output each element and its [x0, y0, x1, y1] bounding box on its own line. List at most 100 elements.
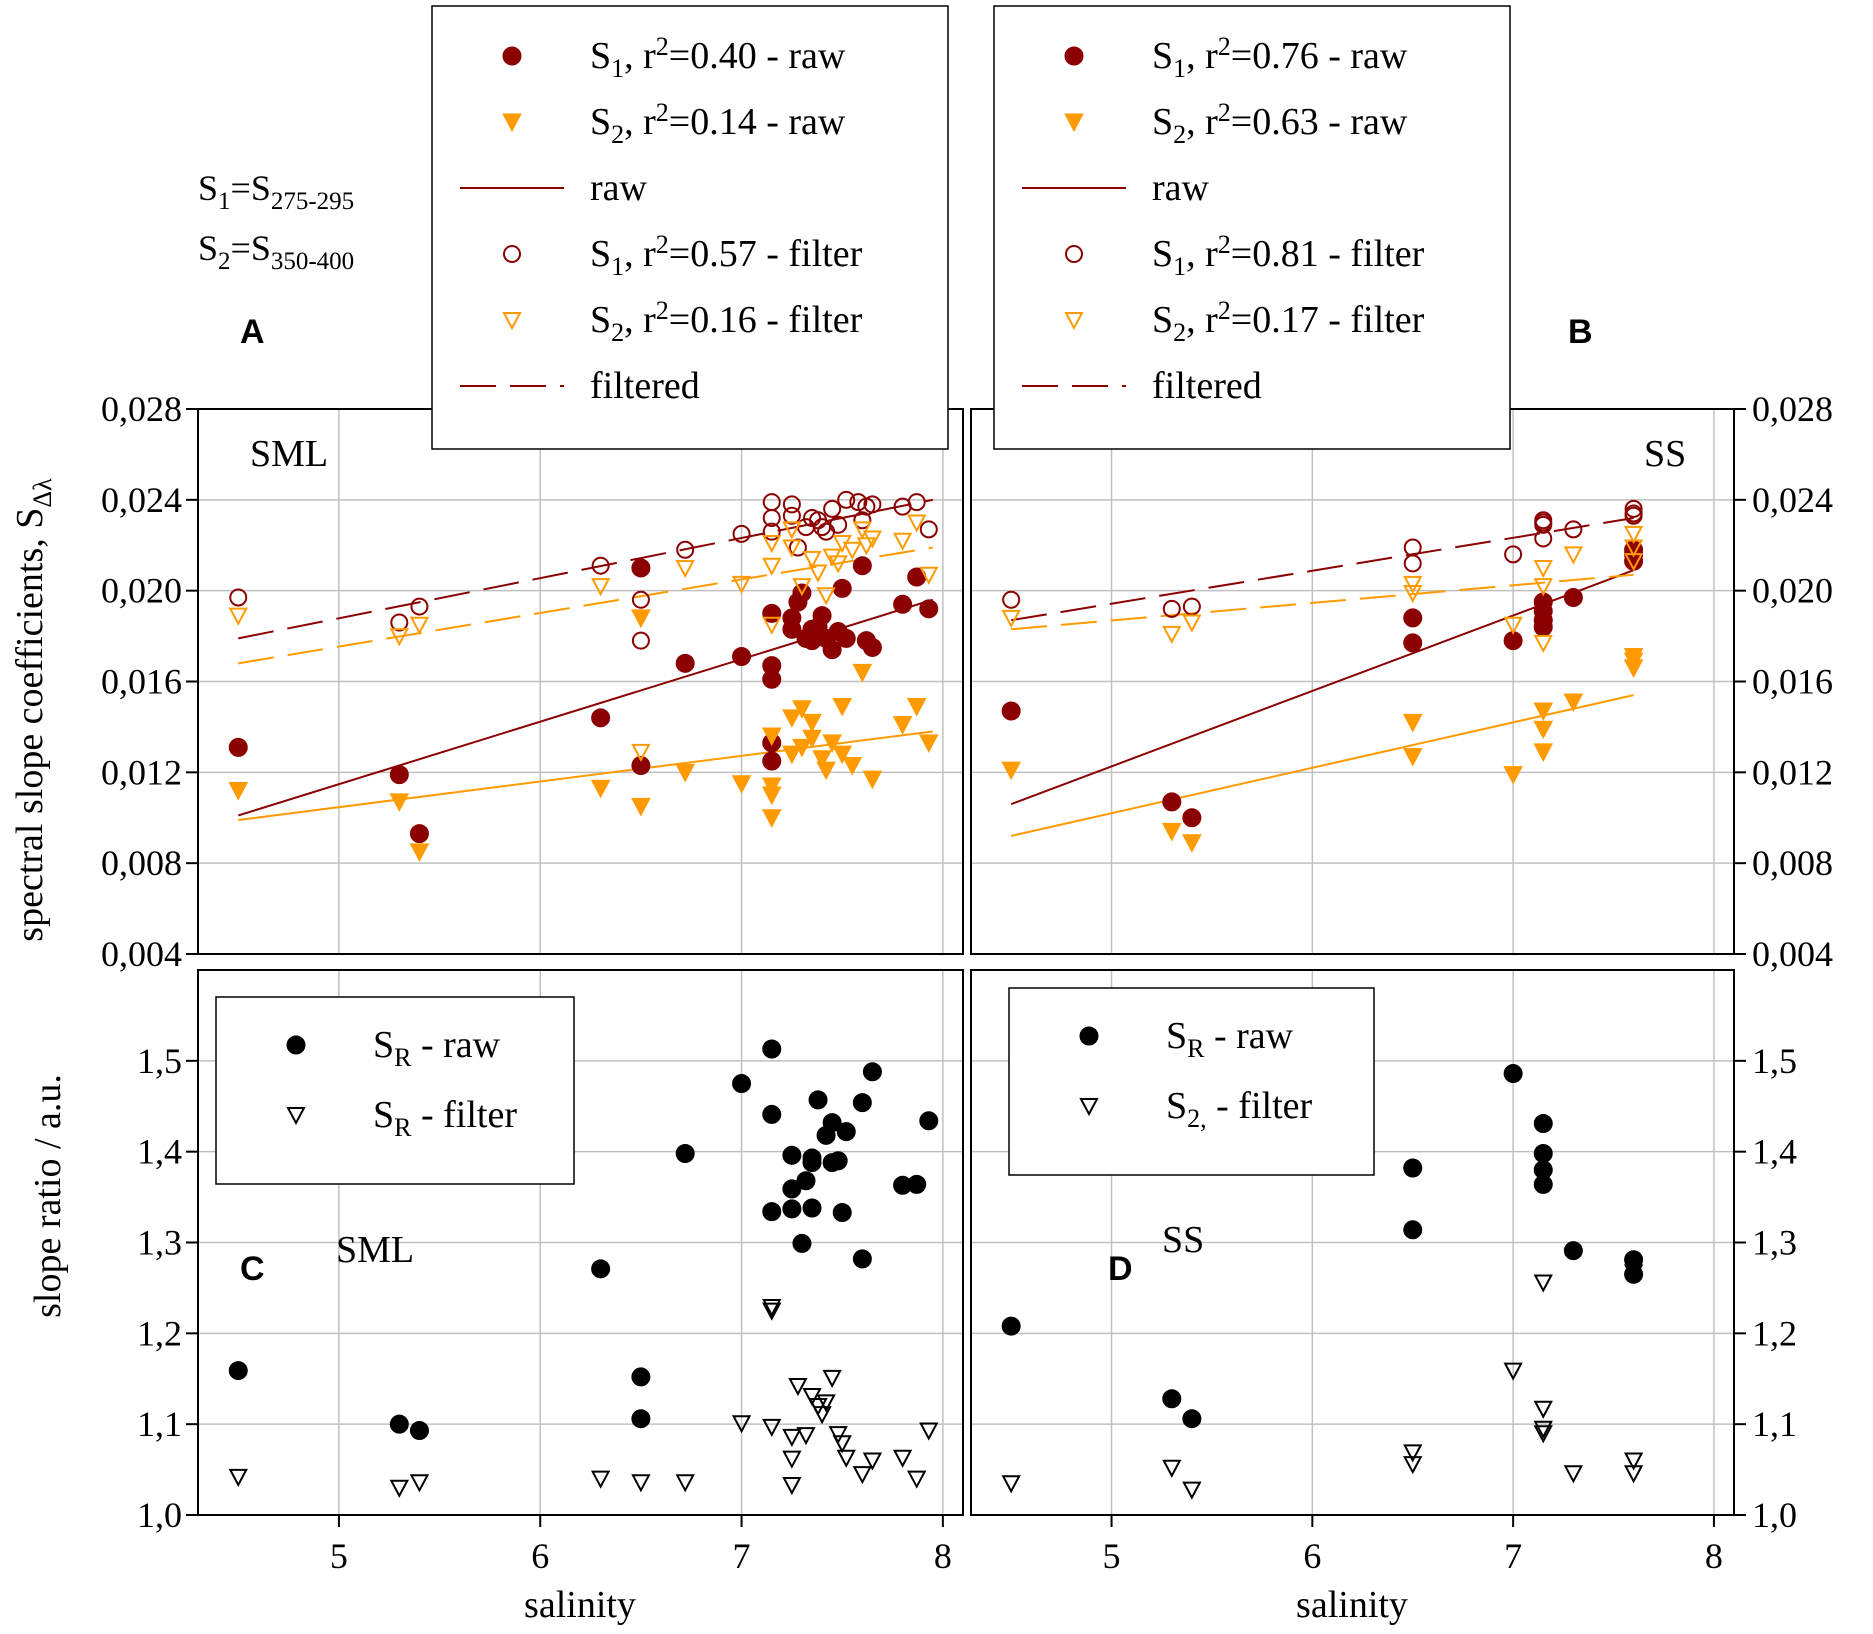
data-point [229, 588, 248, 607]
data-point [808, 1090, 828, 1110]
data-point [1182, 834, 1202, 853]
x-tick-label: 7 [1504, 1536, 1522, 1576]
legend-box [215, 996, 575, 1185]
fit-line-s1-filtered [1010, 517, 1634, 622]
series-0 [1001, 1064, 1644, 1429]
data-point [919, 566, 939, 585]
data-point [862, 530, 883, 549]
data-point [782, 1199, 802, 1219]
data-point [792, 700, 812, 719]
data-point [907, 493, 926, 512]
data-point [829, 515, 848, 534]
data-point [828, 1151, 848, 1171]
data-point [802, 550, 822, 569]
y-tick-label: 0,028 [1752, 389, 1833, 429]
legend-item: S2, r2=0.17 - filter [1064, 296, 1425, 347]
data-point [1001, 701, 1021, 721]
data-point [675, 1143, 695, 1163]
data-point [1503, 1064, 1523, 1084]
y-tick-label: 0,024 [101, 480, 182, 520]
data-point [1182, 808, 1202, 828]
data-point [631, 1474, 651, 1493]
data-point [862, 1452, 883, 1471]
xlabel-right: salinity [1296, 1584, 1408, 1626]
data-point [782, 1145, 802, 1165]
series-0 [228, 556, 939, 844]
data-point [1503, 1362, 1523, 1381]
legend-symbol [1064, 312, 1084, 331]
data-point [762, 616, 782, 635]
legend-d: SR - raw S2, - filter [1008, 987, 1375, 1176]
legend-label: filtered [1152, 365, 1262, 407]
x-tick-label: 6 [1303, 1536, 1321, 1576]
legend-label: S2, r2=0.16 - filter [590, 296, 863, 347]
data-point [852, 556, 872, 576]
legend-symbol [1064, 113, 1084, 133]
legend-a: S1, r2=0.40 - raw S2, r2=0.14 - raw raw S1,… [431, 5, 949, 450]
data-point [1403, 608, 1423, 628]
data-point [782, 1179, 802, 1199]
legend-b: S1, r2=0.76 - raw S2, r2=0.63 - raw raw S1,… [993, 5, 1511, 450]
data-point [1001, 1475, 1021, 1494]
data-point [409, 824, 429, 844]
data-point [762, 1418, 782, 1438]
data-point [590, 1470, 611, 1489]
data-point [1623, 553, 1644, 572]
data-point [1533, 1174, 1553, 1194]
top-ylabel-text: spectral slope coefficients, SΔλ [9, 478, 57, 942]
data-point [675, 1474, 695, 1493]
legend-item: S1, r2=0.76 - raw [1064, 32, 1408, 83]
data-point [1001, 761, 1021, 781]
data-point [907, 1470, 927, 1489]
data-point [822, 640, 842, 660]
data-point [1534, 529, 1553, 548]
data-point [1623, 1465, 1644, 1484]
data-point [1402, 747, 1423, 767]
data-point [389, 1414, 409, 1434]
data-point [1182, 614, 1202, 633]
data-point [836, 1449, 856, 1468]
data-point [893, 594, 913, 614]
series-1 [228, 609, 939, 862]
legend-symbol [502, 46, 522, 66]
data-point [762, 522, 781, 541]
legend-symbol [286, 1035, 306, 1055]
data-point [228, 1468, 248, 1487]
data-point [919, 520, 938, 539]
legend-label: S2, - filter [1166, 1085, 1312, 1133]
data-point [762, 493, 781, 512]
data-point [762, 534, 782, 554]
data-point [828, 1426, 848, 1445]
data-point [856, 537, 877, 556]
y-tick-label: 1,0 [1752, 1495, 1797, 1535]
legend-label: SR - raw [1166, 1015, 1294, 1063]
data-point [631, 797, 651, 817]
series-3 [1001, 525, 1644, 654]
data-point [852, 1093, 872, 1113]
y-tick-label: 0,012 [101, 752, 182, 792]
x-tick-label: 8 [934, 1536, 952, 1576]
y-tick-label: 0,024 [1752, 480, 1833, 520]
data-point [1403, 575, 1423, 594]
y-tick-label: 0,028 [101, 389, 182, 429]
y-tick-label: 1,2 [1752, 1313, 1797, 1353]
data-point [852, 521, 873, 540]
data-point [1533, 1114, 1553, 1134]
legend-box [431, 5, 949, 450]
legend-symbol [503, 245, 521, 263]
definitions-annotation: S1=S275-295 S2=S350-400 [198, 168, 354, 275]
legend-item: filtered [1022, 365, 1262, 407]
data-point [802, 1153, 822, 1173]
data-point [832, 1203, 852, 1223]
data-point [409, 616, 430, 635]
data-point [822, 1113, 842, 1133]
data-point [918, 734, 939, 753]
data-point [1623, 1452, 1644, 1471]
legend-symbol [1079, 1098, 1099, 1117]
data-point [782, 1450, 802, 1469]
data-point [1534, 511, 1553, 530]
data-point [1564, 520, 1583, 539]
data-point [832, 745, 853, 765]
data-point [762, 1302, 782, 1321]
legend-label: S2, r2=0.63 - raw [1152, 98, 1408, 149]
